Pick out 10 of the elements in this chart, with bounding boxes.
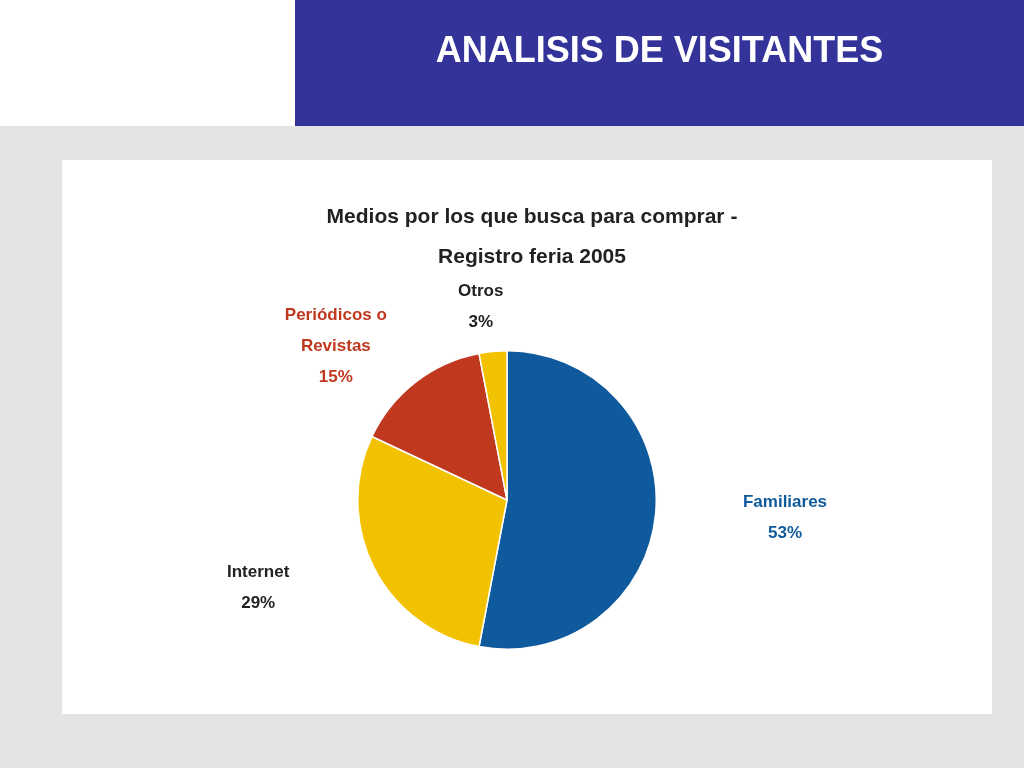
data-label: 29%	[241, 593, 276, 613]
data-label: 15%	[318, 367, 353, 387]
data-label: 3%	[468, 311, 494, 331]
chart-title: ANALISIS DE VISITANTES	[434, 28, 885, 72]
slice-label: Internet	[227, 562, 290, 582]
slice-label: Familiares	[742, 492, 828, 512]
data-label: 53%	[768, 523, 803, 543]
slice-label: Periódicos o Revistas	[284, 305, 387, 356]
chart-subtitle: Medios por los que busca para comprar - Registro feria 2005	[325, 203, 739, 269]
slice-label: Otros	[458, 280, 504, 300]
